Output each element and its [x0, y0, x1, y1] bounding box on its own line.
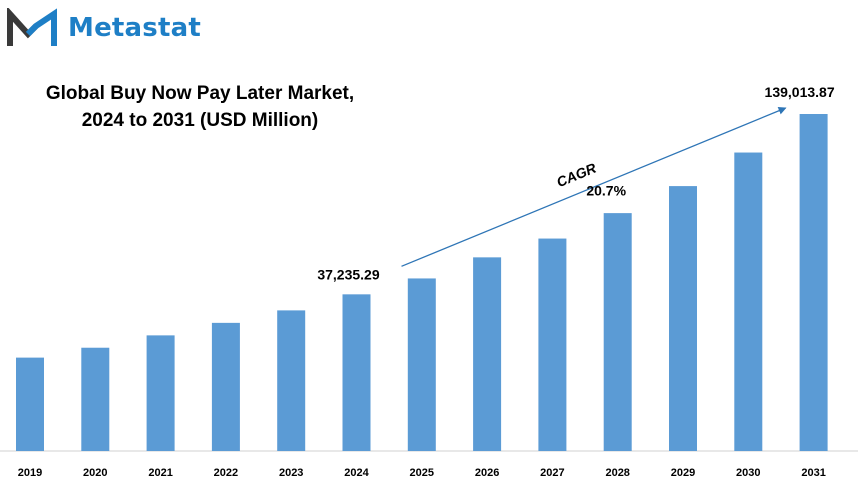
bar-2030 [734, 152, 763, 452]
x-tick-label-2025: 2025 [410, 467, 434, 479]
chart-title: Global Buy Now Pay Later Market, 2024 to… [20, 80, 380, 134]
data-label-2024: 37,235.29 [317, 266, 379, 282]
x-tick-label-2019: 2019 [18, 467, 42, 479]
brand-logo: Metastat [6, 6, 201, 50]
bar-2021 [146, 335, 175, 451]
cagr-value: 20.7% [586, 183, 626, 199]
x-tick-label-2023: 2023 [279, 467, 303, 479]
bar-2029 [669, 186, 697, 451]
bar-2026 [473, 257, 502, 451]
data-label-2031: 139,013.87 [765, 84, 835, 100]
x-tick-label-2030: 2030 [736, 467, 760, 479]
bar-2028 [603, 213, 632, 451]
x-tick-label-2024: 2024 [344, 467, 369, 479]
bar-2022 [211, 322, 240, 451]
chart-title-line-1: Global Buy Now Pay Later Market, [45, 83, 355, 104]
x-tick-label-2026: 2026 [475, 467, 499, 479]
x-tick-label-2021: 2021 [148, 467, 172, 479]
bar-2025 [407, 278, 436, 451]
bar-2023 [277, 310, 306, 451]
metastat-m-logo-icon [7, 8, 57, 46]
bar-2020 [81, 347, 110, 451]
x-tick-label-2028: 2028 [605, 467, 629, 479]
bar-2024 [342, 294, 371, 451]
x-tick-label-2020: 2020 [83, 467, 107, 479]
x-tick-label-2027: 2027 [540, 467, 564, 479]
brand-name: Metastat [68, 13, 201, 43]
bar-2019 [16, 357, 44, 451]
chart-title-line-2: 2024 to 2031 (USD Million) [81, 110, 319, 131]
bar-2031 [799, 114, 828, 451]
x-tick-label-2022: 2022 [214, 467, 238, 479]
bar-2027 [538, 238, 567, 451]
cagr-arrow [401, 106, 787, 267]
x-tick-label-2031: 2031 [801, 467, 825, 479]
x-tick-label-2029: 2029 [671, 467, 695, 479]
